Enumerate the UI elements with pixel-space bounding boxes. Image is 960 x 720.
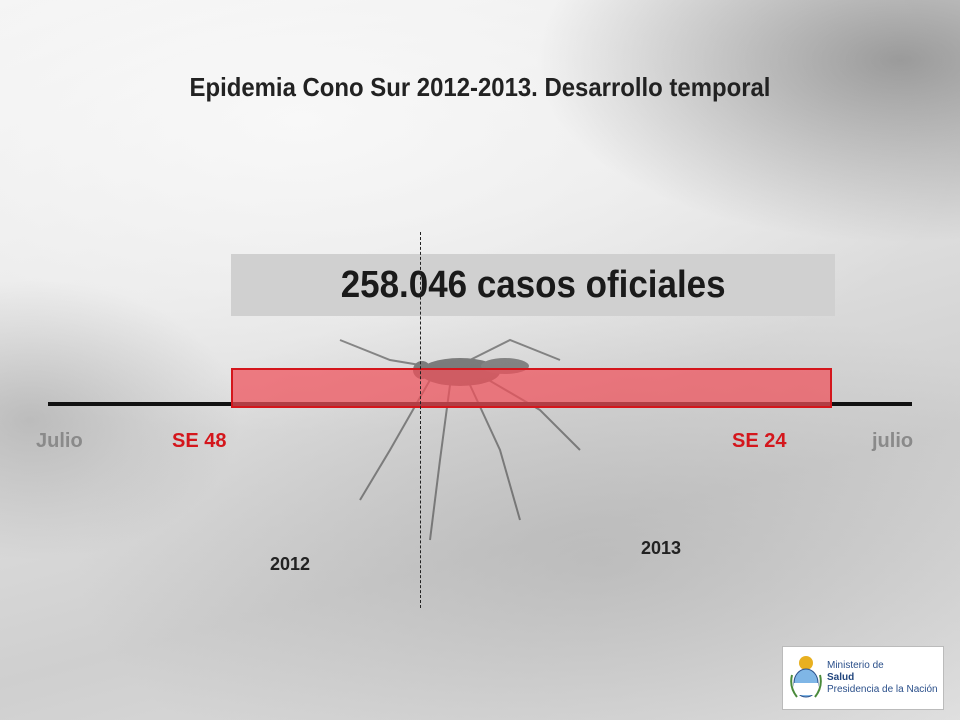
coat-of-arms-icon	[790, 656, 822, 698]
logo-line-salud: Salud	[827, 672, 855, 683]
ministerio-salud-logo: Ministerio de Salud Presidencia de la Na…	[782, 646, 944, 710]
page-title: Epidemia Cono Sur 2012-2013. Desarrollo …	[189, 72, 771, 102]
epi-end-label: SE 24	[732, 430, 787, 452]
year-2012-label: 2012	[270, 554, 311, 574]
logo-line-presidencia: Presidencia de la Nación	[827, 684, 938, 695]
epidemic-period-bar	[231, 368, 832, 408]
timeline-start-label: Julio	[36, 430, 83, 452]
epi-start-label: SE 48	[172, 430, 227, 452]
cases-banner: 258.046 casos oficiales	[231, 254, 835, 316]
logo-line-ministerio: Ministerio de	[827, 660, 884, 671]
year-2013-label: 2013	[641, 538, 682, 558]
year-divider-line	[420, 232, 421, 608]
mosquito-silhouette	[339, 338, 581, 541]
timeline-end-label: julio	[872, 430, 914, 452]
cases-count: 258.046 casos oficiales	[340, 263, 726, 306]
